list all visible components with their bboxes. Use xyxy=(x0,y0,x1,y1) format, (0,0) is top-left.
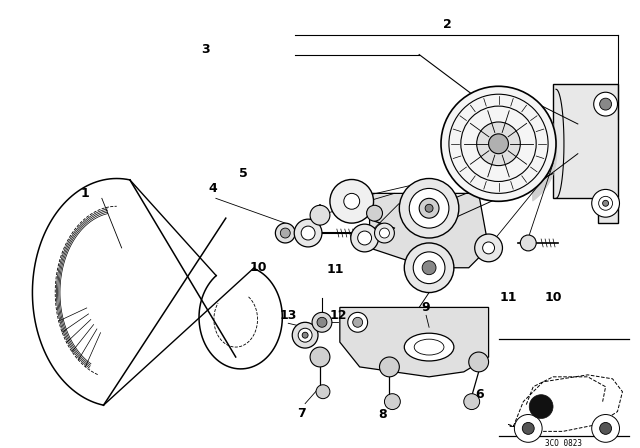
Circle shape xyxy=(380,357,399,377)
Circle shape xyxy=(353,317,363,327)
Text: 3CO 0823: 3CO 0823 xyxy=(545,439,582,448)
Circle shape xyxy=(344,194,360,209)
Circle shape xyxy=(275,223,295,243)
Polygon shape xyxy=(369,194,488,268)
Circle shape xyxy=(520,235,536,251)
Circle shape xyxy=(348,312,367,332)
Text: 1: 1 xyxy=(81,187,90,200)
Circle shape xyxy=(310,205,330,225)
Circle shape xyxy=(351,224,378,252)
Polygon shape xyxy=(553,84,618,223)
Circle shape xyxy=(298,328,312,342)
Text: 11: 11 xyxy=(500,291,517,304)
Circle shape xyxy=(367,205,383,221)
Text: 10: 10 xyxy=(544,291,562,304)
Circle shape xyxy=(441,86,556,201)
Text: 7: 7 xyxy=(297,407,305,420)
Text: 12: 12 xyxy=(329,309,347,322)
Text: 4: 4 xyxy=(209,182,217,195)
Text: 2: 2 xyxy=(442,18,451,31)
Circle shape xyxy=(477,122,520,166)
Circle shape xyxy=(292,322,318,348)
Circle shape xyxy=(600,98,612,110)
Text: 13: 13 xyxy=(280,309,297,322)
Circle shape xyxy=(358,231,372,245)
Circle shape xyxy=(425,204,433,212)
Circle shape xyxy=(475,234,502,262)
Text: 10: 10 xyxy=(250,261,268,274)
Circle shape xyxy=(294,219,322,247)
Circle shape xyxy=(592,190,620,217)
Circle shape xyxy=(594,92,618,116)
Circle shape xyxy=(598,196,612,210)
Circle shape xyxy=(374,223,394,243)
Circle shape xyxy=(310,347,330,367)
Circle shape xyxy=(409,189,449,228)
Ellipse shape xyxy=(404,333,454,361)
Circle shape xyxy=(592,414,620,442)
Circle shape xyxy=(413,252,445,284)
Circle shape xyxy=(515,414,542,442)
Circle shape xyxy=(317,317,327,327)
Ellipse shape xyxy=(414,339,444,355)
Circle shape xyxy=(529,395,553,418)
Circle shape xyxy=(600,422,612,435)
Circle shape xyxy=(522,422,534,435)
Polygon shape xyxy=(340,307,488,377)
Circle shape xyxy=(603,200,609,206)
Circle shape xyxy=(464,394,479,409)
Text: 3: 3 xyxy=(202,43,211,56)
Circle shape xyxy=(330,180,374,223)
Circle shape xyxy=(301,226,315,240)
Circle shape xyxy=(404,243,454,293)
Circle shape xyxy=(385,394,401,409)
Text: 6: 6 xyxy=(476,388,484,401)
Circle shape xyxy=(312,312,332,332)
Circle shape xyxy=(488,134,508,154)
Circle shape xyxy=(302,332,308,338)
Text: 11: 11 xyxy=(326,263,344,276)
Circle shape xyxy=(468,352,488,372)
Text: 9: 9 xyxy=(422,301,431,314)
Circle shape xyxy=(399,178,459,238)
Circle shape xyxy=(422,261,436,275)
Circle shape xyxy=(316,385,330,399)
Circle shape xyxy=(380,228,389,238)
Circle shape xyxy=(419,198,439,218)
Text: 8: 8 xyxy=(378,408,387,421)
Circle shape xyxy=(280,228,291,238)
Text: 5: 5 xyxy=(239,167,248,180)
Circle shape xyxy=(483,242,495,254)
